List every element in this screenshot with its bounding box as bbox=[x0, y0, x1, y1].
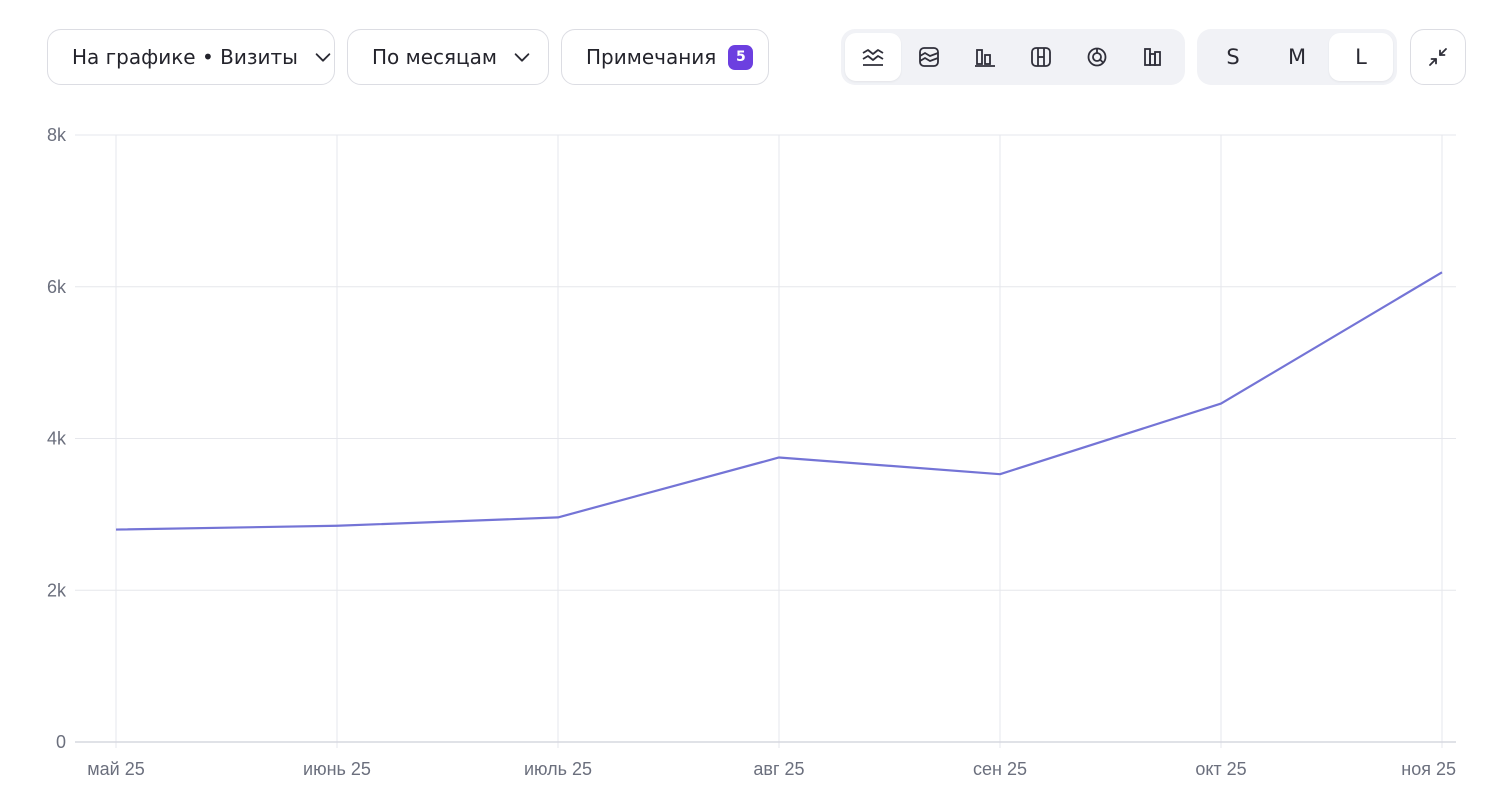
pie-chart-icon bbox=[1087, 47, 1107, 67]
notes-button-label: Примечания bbox=[586, 45, 717, 69]
column-chart-button[interactable] bbox=[957, 33, 1013, 81]
y-tick-label: 2k bbox=[47, 580, 67, 600]
chevron-down-icon bbox=[312, 46, 334, 68]
area-stack-icon bbox=[919, 47, 939, 67]
bar-stack-chart-button[interactable] bbox=[1013, 33, 1069, 81]
line-chart-button[interactable] bbox=[845, 33, 901, 81]
collapse-icon bbox=[1429, 48, 1447, 66]
size-l-button[interactable]: L bbox=[1329, 33, 1393, 81]
x-tick-label: сен 25 bbox=[973, 759, 1027, 779]
chevron-down-icon bbox=[511, 46, 533, 68]
metric-select-label: На графике • Визиты bbox=[72, 45, 298, 69]
period-select[interactable]: По месяцам bbox=[347, 29, 549, 85]
visits-series-line bbox=[115, 271, 1443, 531]
bar-stack-icon bbox=[1031, 47, 1051, 67]
line-chart-icon bbox=[862, 49, 884, 66]
x-tick-label: авг 25 bbox=[753, 759, 804, 779]
histogram-chart-button[interactable] bbox=[1125, 33, 1181, 81]
chart-type-switcher bbox=[841, 29, 1185, 85]
collapse-button[interactable] bbox=[1410, 29, 1466, 85]
x-tick-label: окт 25 bbox=[1195, 759, 1246, 779]
x-tick-label: июль 25 bbox=[524, 759, 592, 779]
x-tick-label: июнь 25 bbox=[303, 759, 371, 779]
notes-count-badge: 5 bbox=[728, 44, 754, 70]
metric-select[interactable]: На графике • Визиты bbox=[47, 29, 335, 85]
period-select-label: По месяцам bbox=[372, 45, 498, 69]
size-switcher: S M L bbox=[1197, 29, 1397, 85]
area-stack-chart-button[interactable] bbox=[901, 33, 957, 81]
y-tick-label: 4k bbox=[47, 429, 67, 449]
pie-chart-button[interactable] bbox=[1069, 33, 1125, 81]
x-tick-label: май 25 bbox=[87, 759, 144, 779]
histogram-icon bbox=[1144, 48, 1161, 66]
size-s-button[interactable]: S bbox=[1226, 45, 1240, 69]
y-tick-label: 8k bbox=[47, 125, 67, 145]
notes-button[interactable]: Примечания 5 bbox=[561, 29, 769, 85]
size-m-button[interactable]: M bbox=[1287, 45, 1307, 69]
x-tick-label: ноя 25 bbox=[1401, 759, 1456, 779]
y-tick-label: 6k bbox=[47, 277, 67, 297]
column-chart-icon bbox=[975, 49, 995, 67]
y-tick-label: 0 bbox=[56, 732, 66, 752]
